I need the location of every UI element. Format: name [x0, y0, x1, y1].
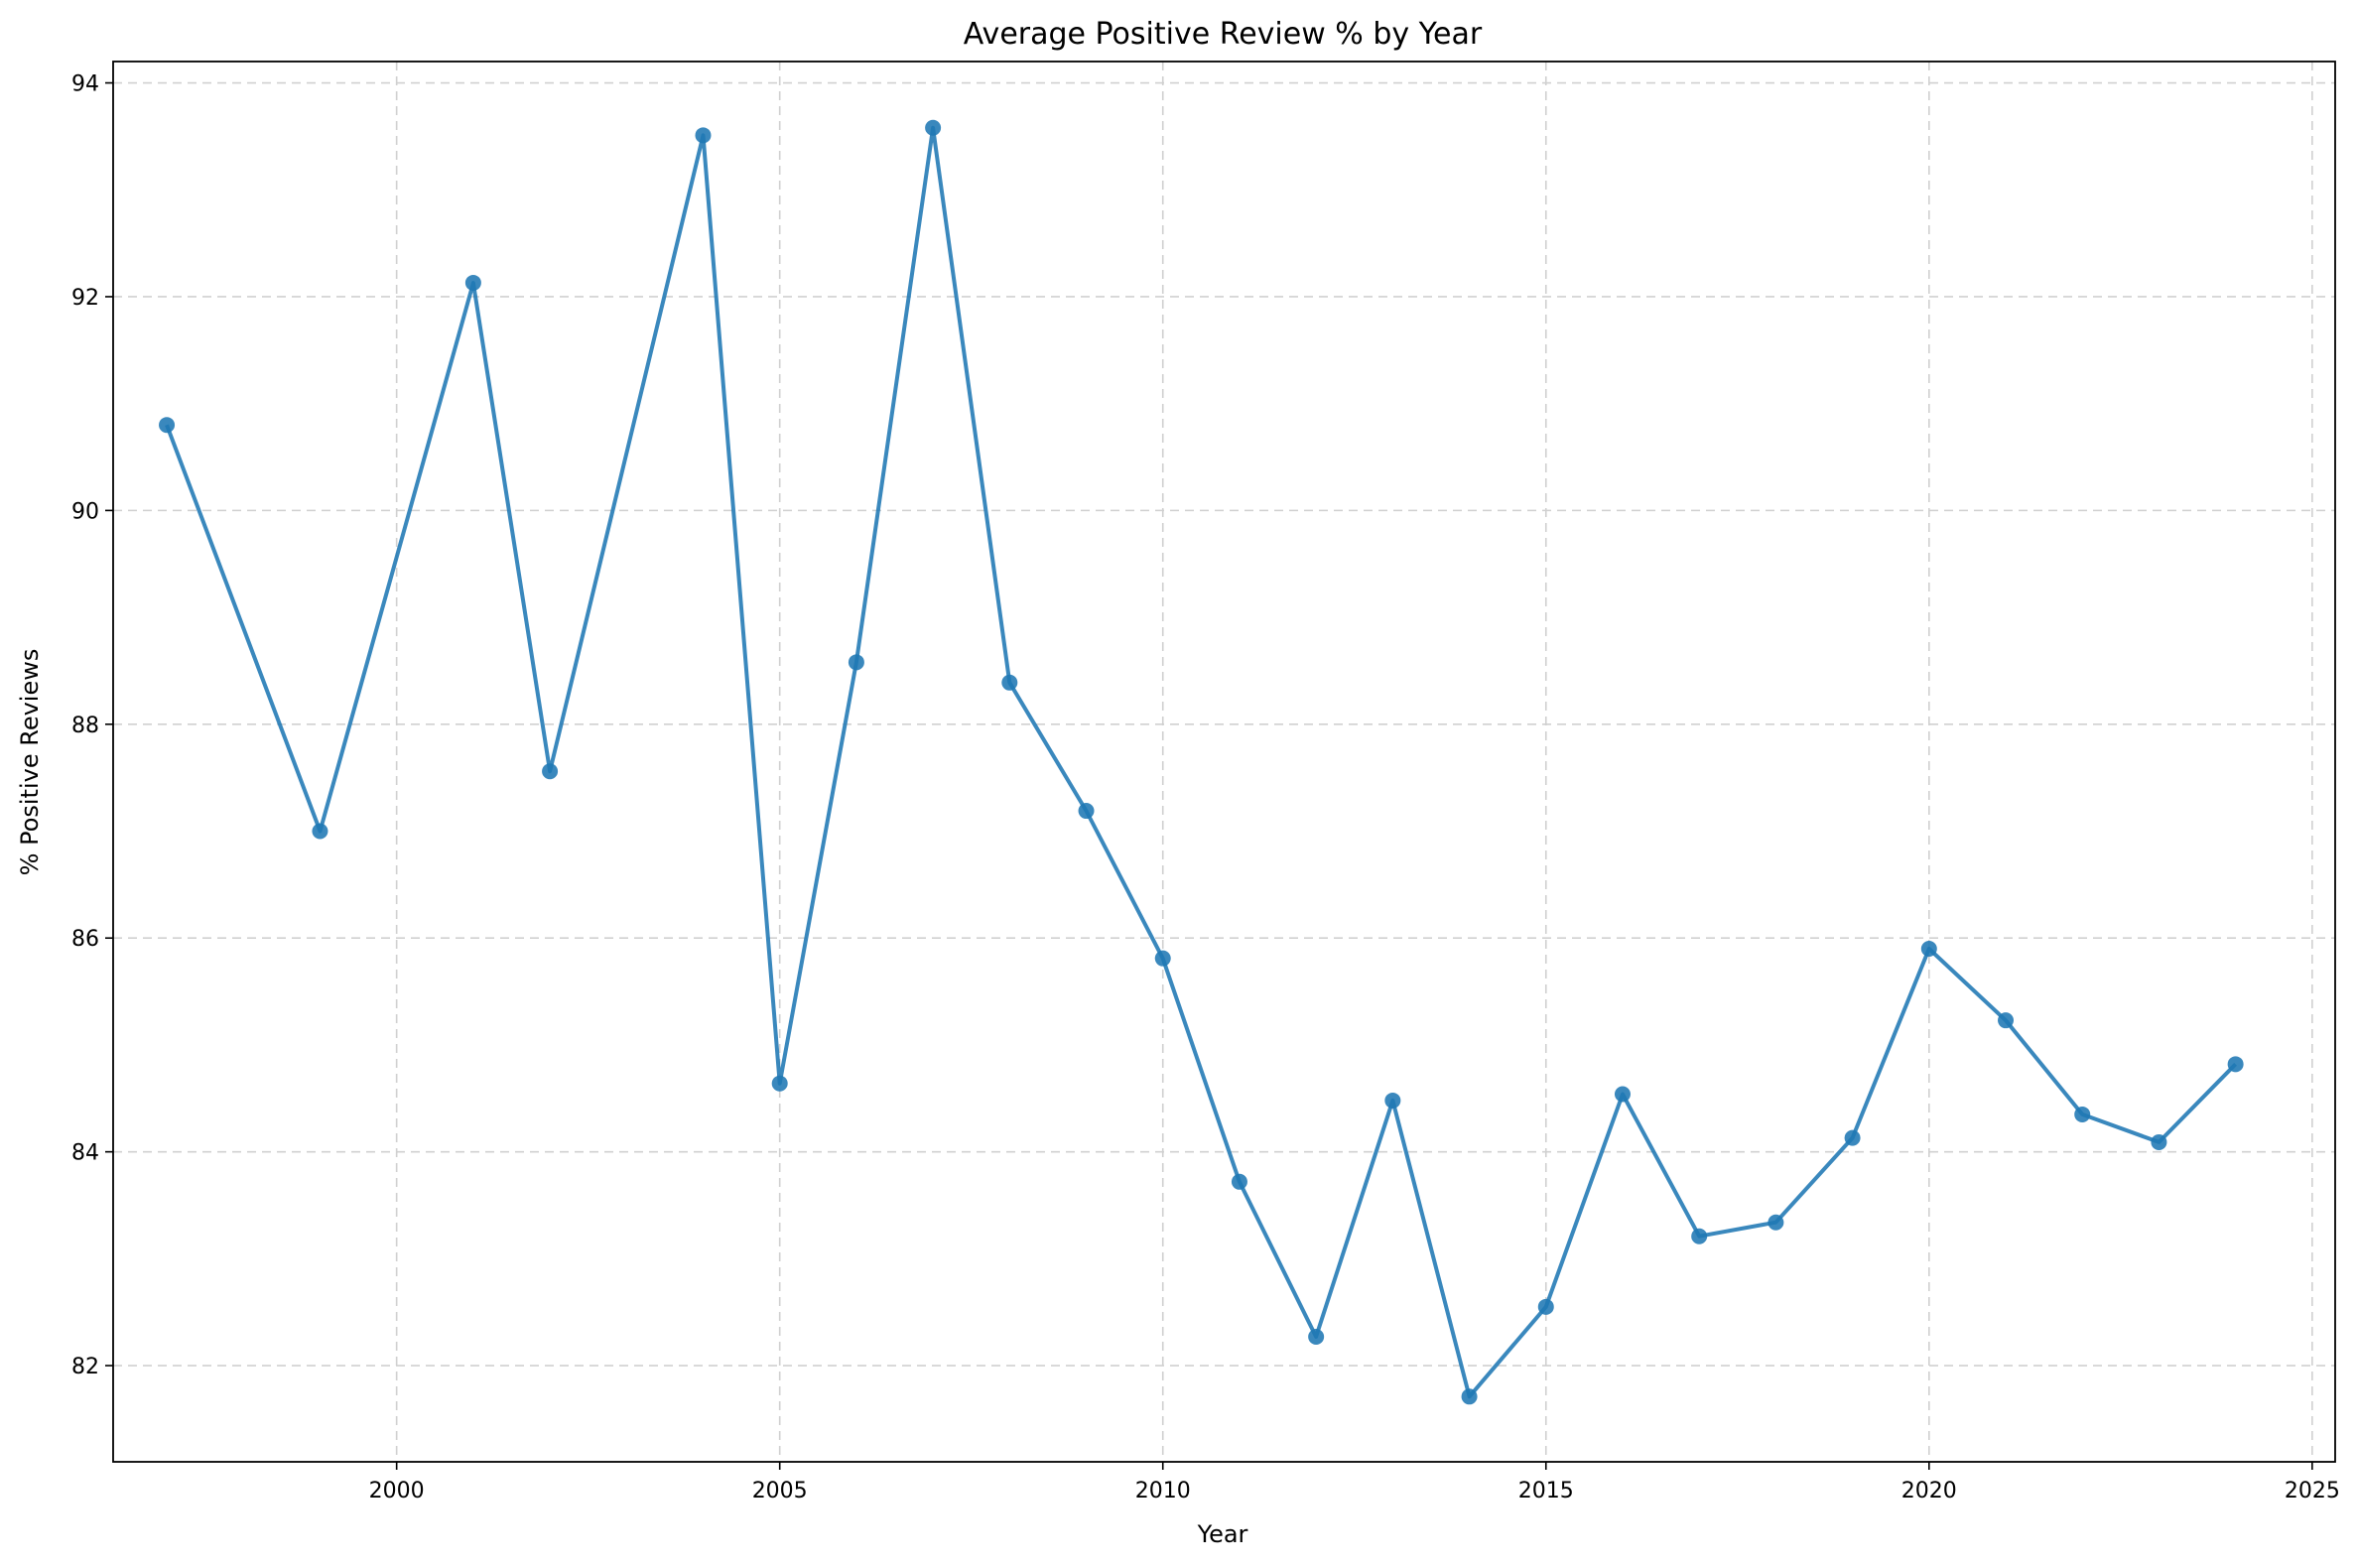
data-point-2012 — [1308, 1328, 1325, 1345]
data-point-2007 — [925, 119, 942, 136]
x-tick-label: 2005 — [752, 1479, 808, 1503]
plot-frame — [112, 61, 2336, 1463]
x-tick-label: 2025 — [2285, 1479, 2340, 1503]
data-point-2008 — [1001, 674, 1018, 691]
series-line — [165, 125, 2238, 1399]
data-point-2017 — [1691, 1228, 1708, 1244]
x-tick-label: 2010 — [1135, 1479, 1191, 1503]
data-point-1997 — [159, 417, 176, 434]
data-point-2006 — [848, 654, 864, 671]
y-axis-label: % Positive Reviews — [16, 649, 44, 876]
data-point-2005 — [771, 1075, 788, 1092]
y-tick-label: 86 — [71, 927, 99, 952]
x-tick-label: 2000 — [369, 1479, 425, 1503]
y-tick-label: 84 — [71, 1141, 99, 1166]
x-axis-label: Year — [1197, 1520, 1248, 1548]
data-point-2024 — [2227, 1056, 2244, 1073]
x-tick-label: 2020 — [1901, 1479, 1957, 1503]
y-tick-label: 88 — [71, 714, 99, 738]
y-tick-label: 92 — [71, 286, 99, 311]
data-point-2021 — [1998, 1012, 2015, 1029]
data-point-2002 — [542, 763, 559, 780]
data-point-2001 — [464, 274, 481, 291]
data-point-2009 — [1078, 803, 1095, 820]
data-point-2018 — [1768, 1214, 1784, 1231]
data-point-2020 — [1920, 940, 1937, 957]
data-point-2015 — [1537, 1298, 1554, 1315]
data-point-2022 — [2074, 1106, 2091, 1122]
data-point-2014 — [1461, 1388, 1478, 1405]
x-tick-label: 2015 — [1518, 1479, 1574, 1503]
data-point-2004 — [695, 127, 712, 144]
data-point-2023 — [2151, 1133, 2167, 1150]
data-point-2016 — [1614, 1086, 1631, 1103]
grid-lines — [113, 62, 2335, 1462]
axis-ticks: 2000 2005 2010 2015 2020 2025 82 84 86 88 90 92 94 — [71, 72, 2340, 1503]
data-point-2011 — [1231, 1173, 1247, 1190]
chart-title: Average Positive Review % by Year — [964, 17, 1483, 52]
data-point-2013 — [1384, 1092, 1401, 1109]
data-point-2019 — [1844, 1129, 1861, 1146]
data-point-2010 — [1154, 950, 1171, 967]
data-point-1999 — [312, 823, 328, 840]
y-tick-label: 94 — [71, 72, 99, 97]
series-layer — [159, 119, 2244, 1405]
y-tick-label: 90 — [71, 499, 99, 524]
y-tick-label: 82 — [71, 1355, 99, 1379]
